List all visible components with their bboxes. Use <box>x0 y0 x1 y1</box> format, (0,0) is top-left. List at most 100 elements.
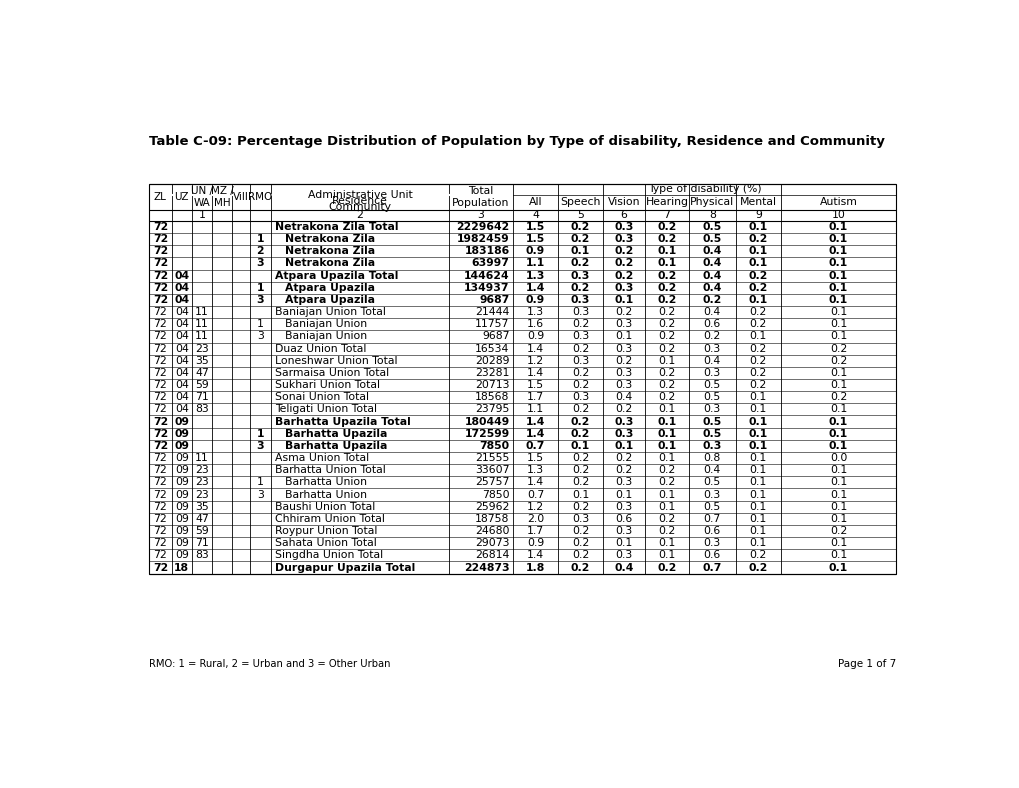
Text: 33607: 33607 <box>475 465 510 475</box>
Text: 0.4: 0.4 <box>703 307 720 317</box>
Text: 1.3: 1.3 <box>527 307 543 317</box>
Text: 72: 72 <box>153 247 168 256</box>
Text: 0.6: 0.6 <box>703 319 720 329</box>
Text: 0.2: 0.2 <box>572 538 589 548</box>
Text: 0.1: 0.1 <box>748 429 767 439</box>
Text: 04: 04 <box>174 307 189 317</box>
Text: 11757: 11757 <box>475 319 510 329</box>
Text: 83: 83 <box>195 404 209 414</box>
Text: 0.1: 0.1 <box>829 332 847 341</box>
Text: 0.2: 0.2 <box>571 283 590 293</box>
Text: Barhatta Union Total: Barhatta Union Total <box>274 465 385 475</box>
Text: 20713: 20713 <box>475 380 510 390</box>
Text: 09: 09 <box>174 489 189 500</box>
Text: 72: 72 <box>153 441 168 451</box>
Text: 09: 09 <box>174 429 190 439</box>
Text: 0.2: 0.2 <box>572 380 589 390</box>
Text: 72: 72 <box>154 538 167 548</box>
Text: 11: 11 <box>195 319 209 329</box>
Text: 0.4: 0.4 <box>702 283 721 293</box>
Text: 0.1: 0.1 <box>829 319 847 329</box>
Text: 0.2: 0.2 <box>703 332 720 341</box>
Text: Chhiram Union Total: Chhiram Union Total <box>274 514 384 524</box>
Text: 0.1: 0.1 <box>657 404 675 414</box>
Text: 0.3: 0.3 <box>703 344 720 354</box>
Text: MZ /
MH: MZ / MH <box>211 186 233 208</box>
Text: 0.2: 0.2 <box>749 307 766 317</box>
Text: 2: 2 <box>357 210 363 221</box>
Text: 1.6: 1.6 <box>527 319 543 329</box>
Text: 0.3: 0.3 <box>614 380 632 390</box>
Text: 59: 59 <box>195 380 209 390</box>
Text: 0.2: 0.2 <box>572 368 589 378</box>
Text: 0.1: 0.1 <box>614 332 632 341</box>
Text: Netrakona Zila: Netrakona Zila <box>284 247 375 256</box>
Text: Baushi Union Total: Baushi Union Total <box>274 502 375 511</box>
Text: 71: 71 <box>195 538 209 548</box>
Text: 0.7: 0.7 <box>703 514 720 524</box>
Text: 0.9: 0.9 <box>526 295 544 305</box>
Text: 0.2: 0.2 <box>656 283 676 293</box>
Text: RMO: 1 = Rural, 2 = Urban and 3 = Other Urban: RMO: 1 = Rural, 2 = Urban and 3 = Other … <box>149 659 390 669</box>
Text: 04: 04 <box>174 404 189 414</box>
Text: 0.2: 0.2 <box>748 234 767 244</box>
Text: 1.4: 1.4 <box>527 550 543 560</box>
Text: Barhatta Union: Barhatta Union <box>284 478 367 488</box>
Text: 0.1: 0.1 <box>749 392 766 402</box>
Text: 0.1: 0.1 <box>572 489 589 500</box>
Text: 0.4: 0.4 <box>702 270 721 281</box>
Text: 0.3: 0.3 <box>614 478 632 488</box>
Text: 0.2: 0.2 <box>657 368 675 378</box>
Text: 04: 04 <box>174 283 190 293</box>
Text: 72: 72 <box>154 514 167 524</box>
Text: 23: 23 <box>195 478 209 488</box>
Text: 1.4: 1.4 <box>526 429 545 439</box>
Text: 1: 1 <box>257 283 264 293</box>
Text: 1: 1 <box>257 429 264 439</box>
Text: 29073: 29073 <box>475 538 510 548</box>
Text: 0.6: 0.6 <box>703 526 720 536</box>
Text: Sahata Union Total: Sahata Union Total <box>274 538 376 548</box>
Text: 1: 1 <box>199 210 205 221</box>
Text: 0.2: 0.2 <box>614 355 632 366</box>
Text: 0.1: 0.1 <box>748 441 767 451</box>
Text: 0.3: 0.3 <box>614 526 632 536</box>
Text: 0.5: 0.5 <box>702 429 721 439</box>
Text: 0.1: 0.1 <box>748 247 767 256</box>
Text: 1.7: 1.7 <box>527 526 543 536</box>
Text: 0.1: 0.1 <box>828 258 848 269</box>
Text: 0.3: 0.3 <box>614 368 632 378</box>
Text: 0.1: 0.1 <box>829 538 847 548</box>
Text: 1.5: 1.5 <box>526 234 544 244</box>
Text: 0.3: 0.3 <box>572 307 589 317</box>
Text: 0.2: 0.2 <box>571 234 590 244</box>
Text: 1.2: 1.2 <box>527 355 543 366</box>
Text: 0.1: 0.1 <box>829 404 847 414</box>
Text: 0.4: 0.4 <box>702 247 721 256</box>
Text: 59: 59 <box>195 526 209 536</box>
Text: 0.1: 0.1 <box>657 489 675 500</box>
Text: 04: 04 <box>174 319 189 329</box>
Text: 0.1: 0.1 <box>656 417 676 426</box>
Text: 04: 04 <box>174 295 190 305</box>
Text: 0.9: 0.9 <box>526 247 544 256</box>
Text: 0.1: 0.1 <box>748 417 767 426</box>
Text: Physical: Physical <box>690 197 734 207</box>
Text: 0.2: 0.2 <box>572 526 589 536</box>
Text: 0.2: 0.2 <box>657 478 675 488</box>
Text: 0.3: 0.3 <box>571 270 590 281</box>
Text: 0.1: 0.1 <box>828 563 848 573</box>
Text: 144624: 144624 <box>464 270 510 281</box>
Text: 0.3: 0.3 <box>614 502 632 511</box>
Text: 0.8: 0.8 <box>703 453 720 463</box>
Text: 0.2: 0.2 <box>613 258 633 269</box>
Text: 0.1: 0.1 <box>571 247 590 256</box>
Text: Netrakona Zila: Netrakona Zila <box>284 258 375 269</box>
Text: 0.1: 0.1 <box>829 380 847 390</box>
Text: 0.1: 0.1 <box>828 234 848 244</box>
Text: Atpara Upazila: Atpara Upazila <box>284 283 374 293</box>
Text: 0.1: 0.1 <box>571 441 590 451</box>
Text: Netrakona Zila Total: Netrakona Zila Total <box>274 222 397 232</box>
Text: 0.1: 0.1 <box>829 502 847 511</box>
Text: ZL: ZL <box>154 192 167 202</box>
